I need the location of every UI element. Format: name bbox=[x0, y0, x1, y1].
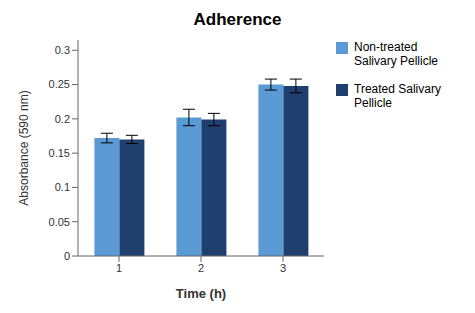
html-text:Adherence: Adherence bbox=[193, 10, 282, 29]
svg-text:0.25: 0.25 bbox=[49, 78, 70, 90]
svg-text:1: 1 bbox=[116, 262, 122, 274]
svg-text:3: 3 bbox=[280, 262, 286, 274]
html-text:Non-treated: Non-treated bbox=[354, 40, 418, 54]
svg-text:2: 2 bbox=[198, 262, 204, 274]
svg-text:0.2: 0.2 bbox=[55, 113, 70, 125]
svg-text:0: 0 bbox=[64, 250, 70, 262]
svg-text:0.05: 0.05 bbox=[49, 216, 70, 228]
svg-text:0.15: 0.15 bbox=[49, 147, 70, 159]
html-text:Salivary Pellicle: Salivary Pellicle bbox=[354, 54, 438, 68]
html-text:Treated Salivary: Treated Salivary bbox=[354, 82, 441, 96]
svg-text:0.3: 0.3 bbox=[55, 44, 70, 56]
html-text:Pellicle: Pellicle bbox=[354, 96, 392, 110]
svg-text:Time (h): Time (h) bbox=[176, 286, 226, 301]
svg-text:Absorbance (590 nm): Absorbance (590 nm) bbox=[17, 90, 31, 205]
svg-text:0.1: 0.1 bbox=[55, 181, 70, 193]
